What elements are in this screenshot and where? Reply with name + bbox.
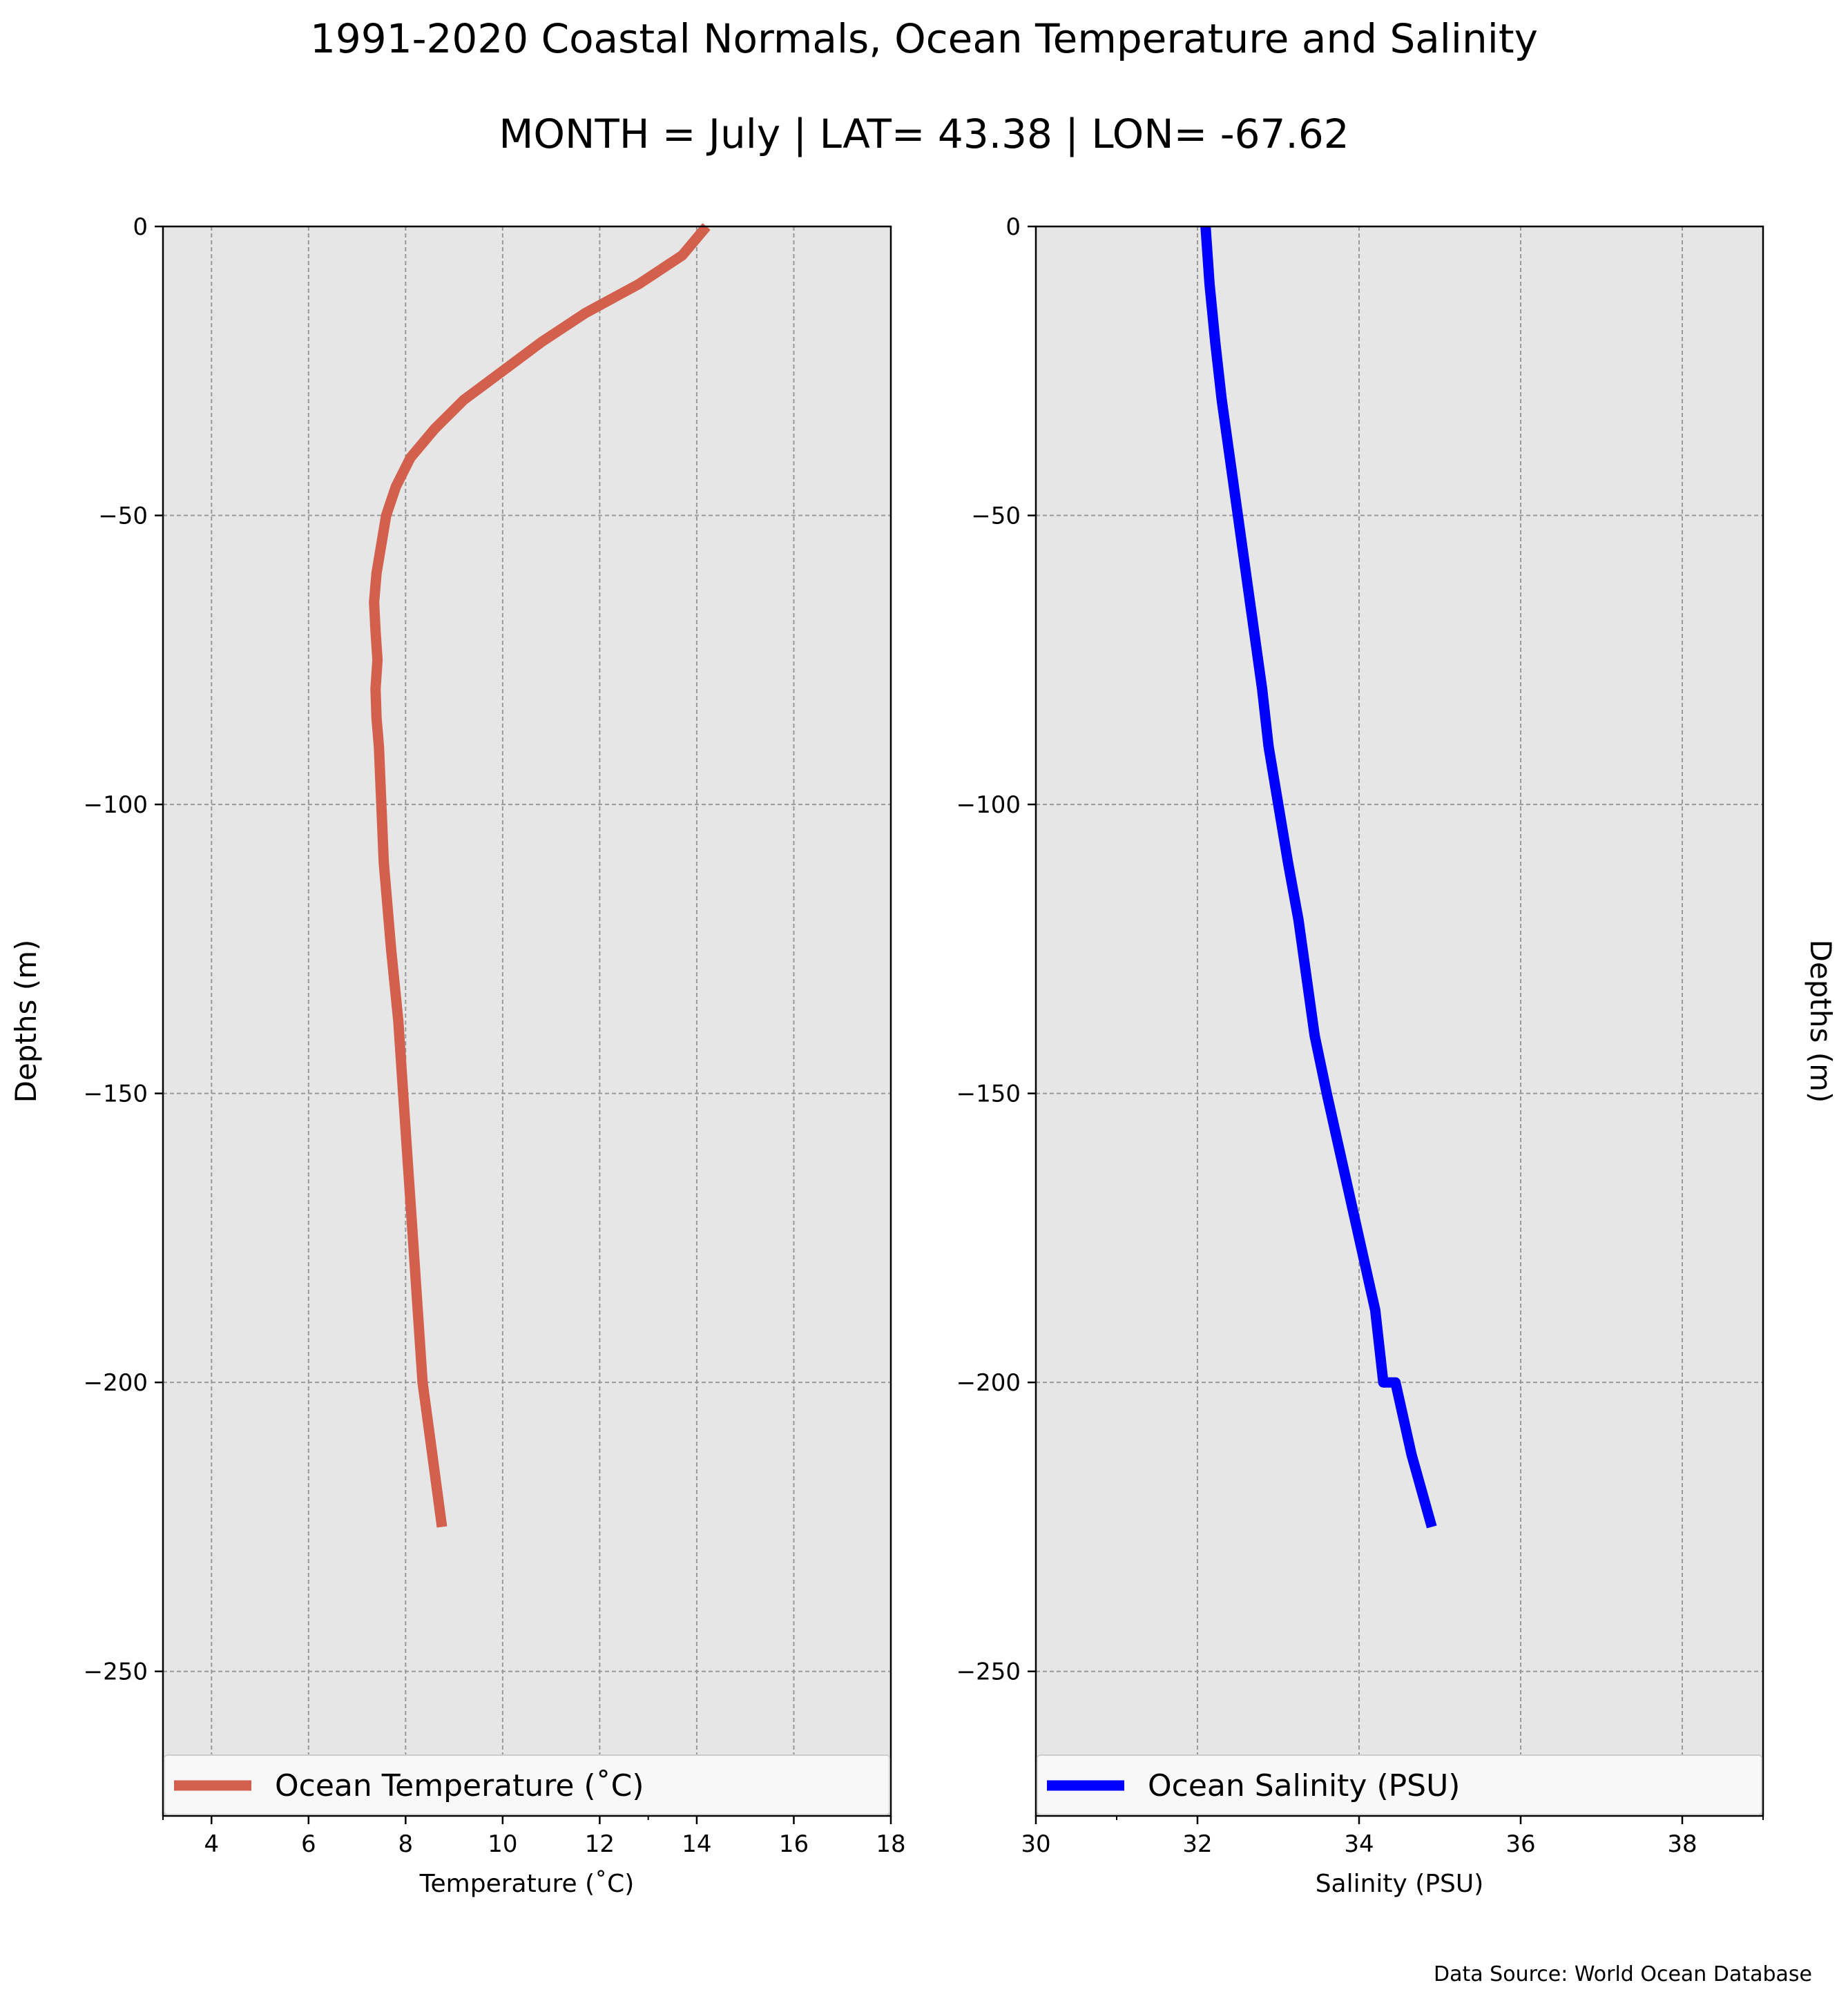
chart-subtitle: MONTH = July | LAT= 43.38 | LON= -67.62	[499, 110, 1349, 157]
y-tick-label: −250	[956, 1658, 1021, 1686]
legend-label: Ocean Temperature (˚C)	[275, 1768, 644, 1803]
y-axis-label: Depths (m)	[1804, 940, 1838, 1103]
x-tick-label: 12	[585, 1830, 615, 1858]
x-axis-label: Temperature (˚C)	[419, 1870, 635, 1898]
x-tick-label: 34	[1344, 1830, 1374, 1858]
y-tick-label: −150	[84, 1081, 148, 1108]
y-tick-label: 0	[133, 213, 148, 241]
data-source-note: Data Source: World Ocean Database	[1434, 1962, 1812, 1986]
x-tick-label: 38	[1667, 1830, 1697, 1858]
x-tick-label: 10	[488, 1830, 517, 1858]
x-tick-label: 32	[1182, 1830, 1212, 1858]
x-tick-label: 14	[682, 1830, 711, 1858]
legend-label: Ocean Salinity (PSU)	[1148, 1768, 1460, 1803]
plot-background	[163, 226, 891, 1816]
series-line-salinity	[1200, 226, 1437, 1529]
y-tick-label: −100	[84, 791, 148, 819]
plot-background	[1036, 226, 1763, 1816]
series-line-temperature	[369, 223, 711, 1528]
x-tick-label: 6	[301, 1830, 316, 1858]
x-tick-label: 18	[876, 1830, 905, 1858]
legend-box	[1037, 1754, 1762, 1815]
x-tick-label: 8	[398, 1830, 414, 1858]
y-tick-label: −250	[84, 1658, 148, 1686]
y-tick-label: −100	[956, 791, 1021, 819]
x-tick-label: 4	[204, 1830, 219, 1858]
legend-box	[164, 1754, 890, 1815]
chart-title: 1991-2020 Coastal Normals, Ocean Tempera…	[310, 15, 1538, 62]
y-tick-label: −50	[971, 503, 1021, 530]
x-tick-label: 36	[1505, 1830, 1535, 1858]
y-tick-label: 0	[1005, 213, 1021, 241]
plot-frame	[1034, 225, 1764, 1817]
y-tick-label: −200	[956, 1369, 1021, 1397]
plot-frame	[162, 225, 892, 1817]
salinity-panel: 0 −50 −100 −150 −200 −250 30 32 34 36 38 Salinity (…	[956, 213, 1838, 1898]
y-tick-label: −50	[98, 503, 148, 530]
x-axis-label: Salinity (PSU)	[1316, 1870, 1484, 1898]
y-axis-label: Depths (m)	[9, 940, 43, 1103]
x-tick-label: 16	[779, 1830, 809, 1858]
temperature-panel: 0 −50 −100 −150 −200 −250 4 6 8 10 12 14 16 18 Tempera…	[9, 213, 906, 1898]
x-tick-label: 30	[1021, 1830, 1050, 1858]
y-tick-label: −150	[956, 1081, 1021, 1108]
y-tick-label: −200	[84, 1369, 148, 1397]
